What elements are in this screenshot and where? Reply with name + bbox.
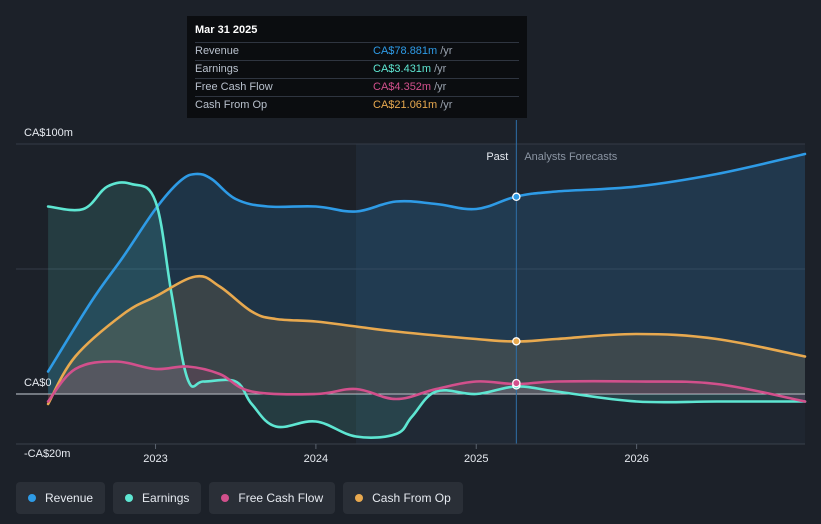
legend-label: Revenue — [45, 491, 94, 505]
legend-item-earnings[interactable]: Earnings — [113, 482, 202, 514]
legend-item-cash-from-op[interactable]: Cash From Op — [343, 482, 463, 514]
y-tick-label: CA$100m — [24, 127, 73, 139]
marker-revenue — [512, 192, 521, 202]
tooltip-row-label: Cash From Op — [195, 99, 268, 111]
tooltip-row-label: Earnings — [195, 63, 239, 75]
legend-item-revenue[interactable]: Revenue — [16, 482, 106, 514]
tooltip-row-label: Free Cash Flow — [195, 81, 273, 93]
x-tick-label: 2025 — [464, 453, 488, 465]
tooltip-date: Mar 31 2025 — [195, 24, 258, 36]
legend-label: Earnings — [142, 491, 190, 505]
legend-dot-icon — [221, 494, 230, 502]
tooltip-row: Revenue CA$78.881m/yr — [195, 42, 519, 60]
series-area-earnings — [48, 182, 806, 438]
tooltip-row-value: CA$78.881m — [373, 45, 438, 57]
legend-item-free-cash-flow[interactable]: Free Cash Flow — [209, 482, 336, 514]
legend-dot-icon — [125, 494, 134, 502]
x-tick-label: 2024 — [304, 453, 328, 465]
legend-label: Cash From Op — [372, 491, 451, 505]
series-line-earnings — [46, 181, 807, 439]
series-area-free-cash-flow — [48, 361, 806, 402]
series-line-free-cash-flow — [46, 360, 807, 403]
legend: Revenue Earnings Free Cash Flow Cash From O… — [16, 482, 463, 514]
tooltip-row: Earnings CA$3.431m/yr — [195, 60, 519, 78]
tooltip-row-value: CA$3.431m — [373, 63, 432, 75]
tooltip-row-unit: /yr — [440, 99, 453, 111]
tooltip-row-unit: /yr — [434, 63, 447, 75]
marker-free-cash-flow — [512, 378, 521, 388]
tooltip-row: Cash From Op CA$21.061m/yr — [195, 96, 519, 114]
x-tick-label: 2023 — [143, 453, 167, 465]
forecast-label: Analysts Forecasts — [524, 151, 617, 163]
tooltip: Mar 31 2025 Revenue CA$78.881m/yr Earnings… — [187, 16, 527, 118]
tooltip-row-value: CA$21.061m — [373, 99, 438, 111]
tooltip-row: Free Cash Flow CA$4.352m/yr — [195, 78, 519, 96]
series-line-revenue — [46, 152, 807, 373]
marker-cash-from-op — [512, 337, 521, 346]
legend-label: Free Cash Flow — [238, 491, 324, 505]
tooltip-row-value: CA$4.352m — [373, 81, 432, 93]
tooltip-row-unit: /yr — [440, 45, 453, 57]
series-area-cash-from-op — [48, 276, 806, 404]
tooltip-row-unit: /yr — [434, 81, 447, 93]
x-tick-label: 2026 — [624, 453, 648, 465]
y-tick-label: CA$0 — [24, 377, 52, 389]
past-label: Past — [486, 151, 508, 163]
legend-dot-icon — [355, 494, 364, 502]
tooltip-row-label: Revenue — [195, 45, 240, 57]
legend-dot-icon — [28, 494, 36, 502]
y-tick-label: -CA$20m — [24, 448, 70, 460]
series-line-cash-from-op — [46, 274, 807, 406]
